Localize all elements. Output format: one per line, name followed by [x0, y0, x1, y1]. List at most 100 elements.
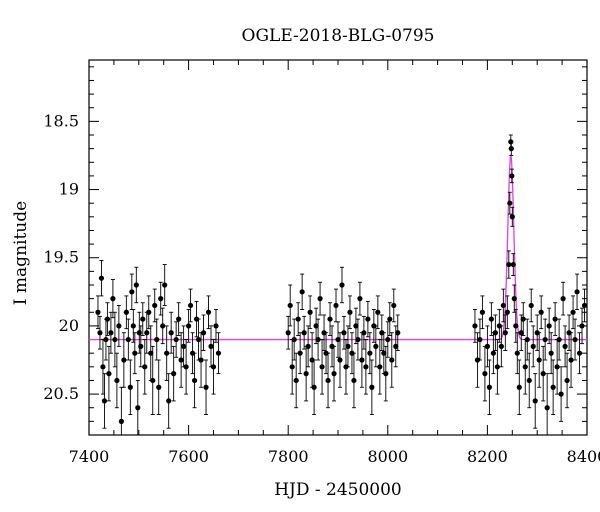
data-point	[532, 373, 538, 429]
data-point	[150, 345, 156, 415]
data-point	[492, 314, 498, 351]
data-point-marker	[166, 398, 172, 404]
data-point	[477, 318, 483, 361]
data-point	[353, 307, 359, 345]
x-tick-label: 8000	[367, 447, 408, 466]
data-point-marker	[546, 323, 552, 329]
data-point-marker	[381, 350, 387, 356]
data-point	[129, 273, 135, 310]
data-point-marker	[367, 350, 373, 356]
data-point-marker	[125, 336, 131, 343]
data-point-marker	[389, 357, 395, 363]
data-point-marker	[110, 296, 116, 302]
data-point-marker	[498, 343, 504, 349]
data-point-marker	[176, 316, 182, 322]
data-point	[510, 253, 516, 276]
data-point	[562, 325, 568, 368]
data-point-marker	[511, 296, 517, 302]
data-point-marker	[391, 302, 397, 309]
data-point	[509, 168, 515, 184]
data-point	[187, 288, 194, 323]
data-point-marker	[554, 364, 560, 370]
data-point	[210, 339, 217, 395]
data-point-marker	[509, 173, 515, 179]
data-point	[152, 288, 158, 323]
data-point-marker	[195, 336, 202, 343]
data-point-marker	[490, 350, 496, 356]
data-point-marker	[130, 323, 136, 329]
data-point-marker	[513, 323, 519, 329]
data-point-marker	[191, 377, 198, 384]
data-point-marker	[518, 330, 524, 336]
data-point	[178, 332, 184, 388]
data-point	[528, 288, 534, 323]
data-point-marker	[171, 371, 177, 377]
data-point	[156, 359, 162, 415]
data-point-marker	[500, 302, 506, 309]
data-point-marker	[291, 336, 297, 343]
data-point-marker	[311, 384, 317, 390]
data-point	[558, 366, 564, 422]
data-point-marker	[359, 357, 365, 363]
data-point	[130, 309, 136, 343]
data-point	[500, 288, 506, 323]
data-point-marker	[538, 309, 544, 315]
data-point	[114, 352, 120, 409]
data-point-marker	[325, 377, 331, 384]
data-point	[581, 288, 588, 323]
data-point-marker	[552, 316, 558, 322]
data-point-marker	[532, 398, 538, 404]
data-point	[116, 305, 122, 347]
data-point	[506, 250, 512, 279]
data-point-marker	[319, 364, 325, 370]
data-point	[556, 318, 562, 361]
data-point	[297, 332, 303, 375]
data-point	[132, 332, 138, 375]
data-point-marker	[213, 323, 219, 329]
data-point-marker	[530, 343, 536, 349]
data-point	[213, 309, 219, 343]
data-point-marker	[536, 357, 542, 363]
data-point	[118, 386, 124, 435]
data-point	[482, 345, 488, 402]
data-point-marker	[285, 330, 291, 336]
data-point-marker	[550, 384, 556, 390]
data-point	[375, 295, 381, 330]
data-point-marker	[507, 200, 513, 206]
data-point-marker	[572, 336, 578, 343]
data-point-marker	[544, 405, 550, 411]
data-point-marker	[488, 316, 494, 322]
data-point	[123, 295, 129, 330]
plot-border	[88, 59, 588, 436]
data-point-marker	[210, 364, 217, 370]
data-point-marker	[528, 302, 534, 309]
y-tick-label: 19	[59, 180, 79, 199]
y-tick-label: 19.5	[43, 248, 79, 267]
data-point-marker	[162, 282, 168, 288]
data-point-marker	[395, 330, 401, 336]
data-point	[158, 281, 164, 316]
y-tick-label: 20	[59, 316, 79, 335]
data-point	[546, 307, 552, 345]
data-point-marker	[353, 323, 359, 329]
data-point	[331, 345, 337, 402]
y-tick-label: 20.5	[43, 384, 79, 403]
data-point	[171, 345, 177, 402]
data-point-marker	[526, 377, 532, 384]
data-point	[574, 273, 580, 310]
data-point	[536, 332, 542, 388]
data-point	[200, 314, 207, 351]
x-tick-label: 8400	[567, 447, 600, 466]
data-point-marker	[375, 309, 381, 315]
data-point	[333, 288, 339, 323]
data-point-marker	[347, 309, 353, 315]
data-point-marker	[508, 146, 514, 152]
data-point	[176, 302, 182, 336]
data-point-marker	[520, 316, 526, 322]
data-point-marker	[377, 364, 383, 370]
data-point	[504, 295, 510, 330]
data-point-marker	[385, 336, 391, 343]
data-point	[144, 311, 150, 354]
data-point	[301, 315, 307, 350]
